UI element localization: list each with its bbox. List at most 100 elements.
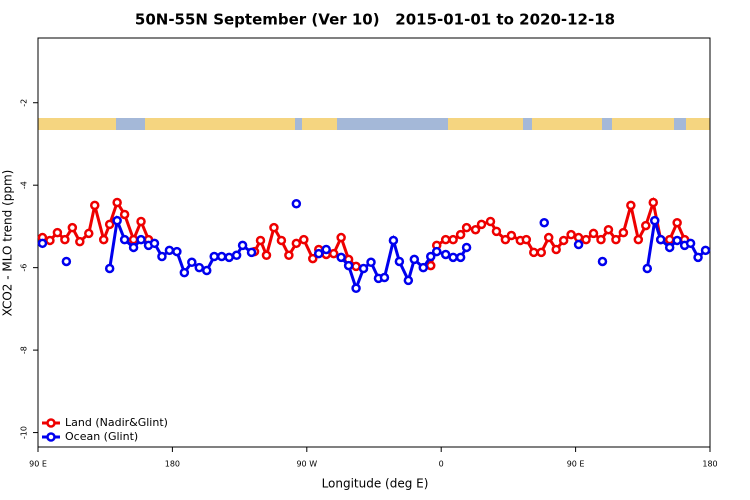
point xyxy=(448,234,458,245)
point xyxy=(409,254,420,265)
point xyxy=(209,251,219,262)
point xyxy=(119,234,130,245)
point xyxy=(573,239,584,250)
y-axis-label: XCO2 - MLO trend (ppm) xyxy=(1,170,15,317)
y-tick-label: -6 xyxy=(20,264,29,272)
point xyxy=(693,252,703,263)
point xyxy=(672,235,682,246)
point xyxy=(642,263,653,274)
point xyxy=(255,235,266,246)
point xyxy=(366,257,376,268)
map-strip xyxy=(38,118,710,130)
point xyxy=(558,235,569,246)
x-tick-label: 90 W xyxy=(296,460,317,469)
point xyxy=(633,234,644,245)
point xyxy=(237,240,248,251)
point xyxy=(231,250,242,261)
legend-item: Ocean (Glint) xyxy=(42,430,138,443)
point xyxy=(358,263,369,274)
legend-marker xyxy=(46,432,56,442)
point xyxy=(276,235,287,246)
point xyxy=(328,248,339,259)
point xyxy=(455,229,466,240)
point xyxy=(37,238,48,249)
legend-item: Land (Nadir&Glint) xyxy=(42,416,168,429)
point xyxy=(425,260,436,271)
y-tick-label: -4 xyxy=(20,181,29,189)
point xyxy=(164,245,175,256)
point xyxy=(224,252,234,263)
point xyxy=(172,246,182,257)
point xyxy=(128,234,139,245)
chart-title: 50N-55N September (Ver 10) 2015-01-01 to… xyxy=(135,11,615,29)
point xyxy=(336,252,346,263)
point xyxy=(539,217,549,228)
series-line xyxy=(41,196,686,268)
point xyxy=(75,236,85,247)
point xyxy=(388,235,399,246)
point xyxy=(351,261,361,272)
point xyxy=(52,227,63,238)
point xyxy=(313,248,324,259)
point xyxy=(119,209,130,220)
legend-marker xyxy=(46,418,56,428)
x-tick-label: 0 xyxy=(439,460,444,469)
point xyxy=(136,234,146,245)
point xyxy=(440,249,451,260)
point xyxy=(321,244,331,255)
point xyxy=(89,200,100,211)
y-tick-label: -8 xyxy=(20,346,29,354)
point xyxy=(597,256,608,267)
point xyxy=(351,283,361,294)
point xyxy=(588,228,599,239)
point xyxy=(261,250,272,261)
point xyxy=(551,244,561,255)
point xyxy=(246,247,257,258)
point xyxy=(506,230,517,241)
point xyxy=(648,197,659,208)
x-axis-label: Longitude (deg E) xyxy=(322,477,429,491)
point xyxy=(641,220,651,231)
point xyxy=(581,234,591,245)
point xyxy=(485,216,496,227)
legend-label: Land (Nadir&Glint) xyxy=(65,416,168,429)
point xyxy=(664,242,675,253)
x-tick-label: 90 E xyxy=(29,460,47,469)
point xyxy=(425,251,436,262)
point xyxy=(104,263,115,274)
point xyxy=(379,272,390,283)
point xyxy=(626,200,636,211)
point xyxy=(685,238,696,249)
point xyxy=(291,198,302,209)
x-tick-label: 180 xyxy=(702,460,717,469)
point xyxy=(299,234,309,245)
point xyxy=(269,222,279,233)
point xyxy=(491,226,502,237)
point xyxy=(112,215,122,226)
point xyxy=(664,234,675,245)
point xyxy=(448,252,458,263)
point xyxy=(216,251,227,262)
point xyxy=(672,217,682,228)
point xyxy=(336,232,346,243)
point xyxy=(440,234,451,245)
point xyxy=(603,224,614,235)
point xyxy=(201,265,212,276)
point xyxy=(470,224,481,235)
y-tick-label: -2 xyxy=(20,99,29,107)
point xyxy=(461,222,472,233)
point xyxy=(655,234,666,245)
legend-label: Ocean (Glint) xyxy=(65,430,138,443)
y-tick-label: -10 xyxy=(20,426,29,439)
point xyxy=(157,251,167,262)
point xyxy=(431,246,442,257)
point xyxy=(536,247,547,258)
point xyxy=(543,232,554,243)
point xyxy=(104,219,115,230)
point xyxy=(136,216,146,227)
point xyxy=(98,234,109,245)
point xyxy=(60,234,70,245)
x-tick-label: 180 xyxy=(165,460,180,469)
point xyxy=(455,252,466,263)
